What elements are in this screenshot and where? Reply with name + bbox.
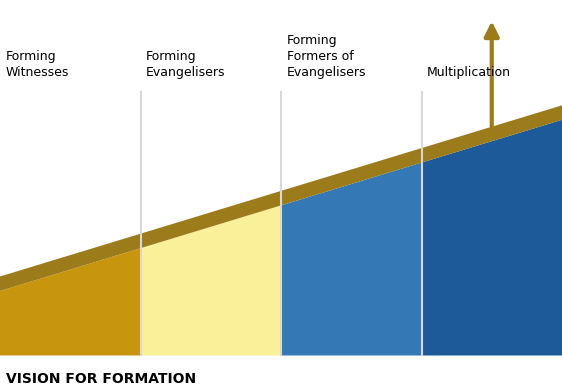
- Polygon shape: [140, 191, 281, 248]
- Polygon shape: [0, 248, 140, 355]
- Polygon shape: [0, 234, 140, 291]
- Text: VISION FOR FORMATION: VISION FOR FORMATION: [6, 372, 196, 386]
- Text: Forming
Evangelisers: Forming Evangelisers: [146, 50, 225, 79]
- Polygon shape: [281, 148, 422, 205]
- Text: Multiplication: Multiplication: [427, 66, 511, 79]
- Polygon shape: [422, 120, 562, 355]
- Text: Forming
Formers of
Evangelisers: Forming Formers of Evangelisers: [287, 34, 366, 79]
- Polygon shape: [422, 105, 562, 163]
- Polygon shape: [140, 205, 281, 355]
- Polygon shape: [281, 163, 422, 355]
- Text: Forming
Witnesses: Forming Witnesses: [6, 50, 69, 79]
